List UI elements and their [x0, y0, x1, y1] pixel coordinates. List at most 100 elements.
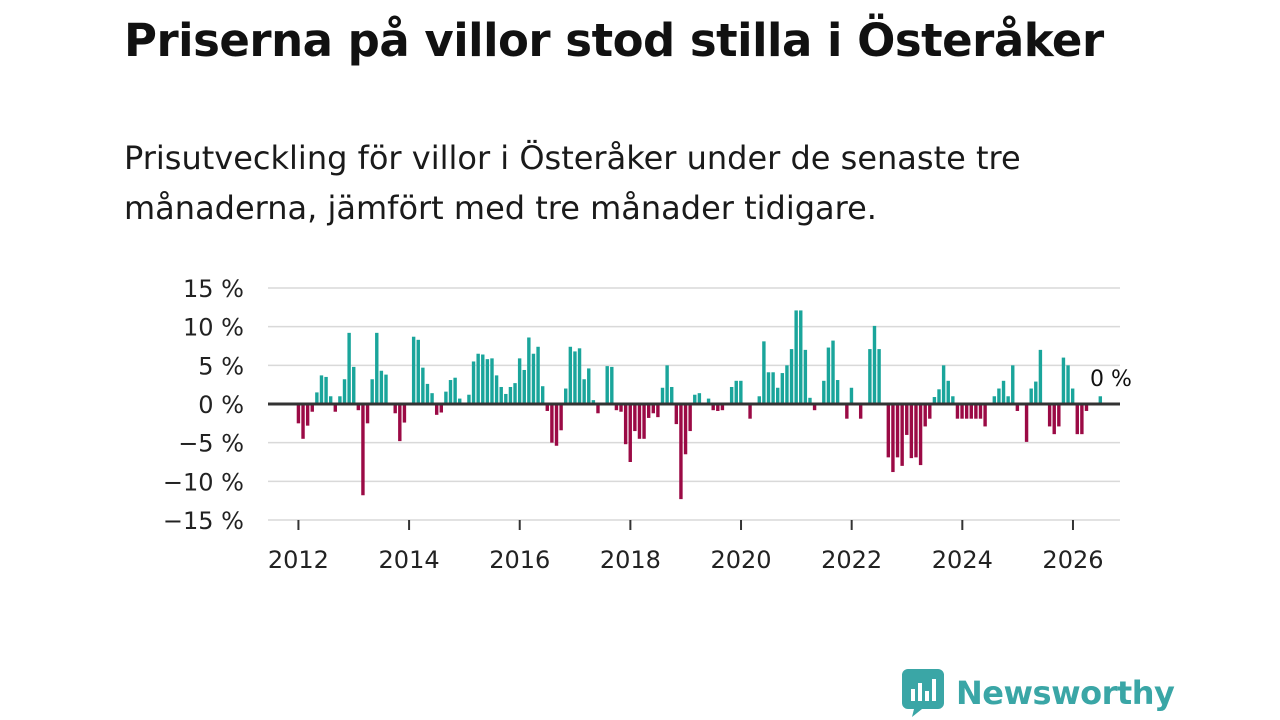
bar — [656, 404, 660, 418]
x-tick-label: 2012 — [268, 546, 329, 574]
bar — [554, 404, 559, 446]
bar — [780, 373, 785, 404]
x-tick-label: 2022 — [821, 546, 882, 574]
bar — [384, 374, 388, 404]
bar — [301, 404, 305, 439]
bar — [1057, 404, 1061, 427]
bar — [352, 366, 356, 404]
bar — [582, 379, 586, 404]
bar — [799, 310, 803, 404]
bar — [642, 404, 646, 439]
y-tick-label: −10 % — [163, 468, 244, 496]
y-tick-label: 5 % — [198, 352, 244, 380]
bar — [923, 404, 927, 427]
bar — [905, 404, 909, 435]
bar — [964, 404, 969, 419]
bar — [983, 404, 987, 427]
bar — [808, 397, 812, 404]
bar — [729, 386, 734, 404]
bar — [716, 404, 720, 411]
bar — [490, 358, 494, 404]
bar — [651, 404, 655, 414]
y-tick-label: 10 % — [183, 314, 244, 342]
bar — [1011, 365, 1015, 404]
bar — [398, 404, 402, 442]
bar — [324, 376, 328, 404]
bar — [812, 404, 817, 411]
bar — [444, 391, 448, 404]
bar — [564, 388, 568, 404]
bar — [614, 404, 619, 411]
bar — [596, 404, 600, 414]
bar — [425, 383, 430, 404]
bar — [434, 404, 439, 415]
bar — [849, 387, 854, 404]
bar — [577, 348, 582, 404]
bar — [835, 380, 840, 404]
bar — [858, 404, 863, 419]
bar — [785, 365, 789, 404]
bar — [720, 404, 725, 411]
bar — [342, 379, 347, 404]
bar — [868, 349, 872, 404]
bar — [665, 365, 669, 404]
y-tick-label: 15 % — [183, 275, 244, 303]
bar — [1034, 381, 1038, 404]
bar — [430, 393, 434, 404]
bar — [646, 404, 651, 418]
bar — [610, 366, 614, 404]
bar — [421, 367, 425, 404]
bar — [494, 375, 499, 404]
bar — [891, 404, 895, 473]
bar — [941, 365, 946, 404]
x-tick-label: 2018 — [600, 546, 661, 574]
bar — [338, 396, 342, 404]
bar — [1061, 357, 1066, 404]
bar — [1029, 388, 1033, 404]
bar — [448, 380, 453, 404]
bar — [789, 349, 794, 404]
bar — [540, 386, 545, 404]
bar — [826, 347, 831, 404]
grid-layer — [268, 287, 1120, 521]
bar — [928, 404, 932, 419]
y-tick-label: −5 % — [178, 430, 244, 458]
bar — [499, 386, 503, 404]
bar — [328, 396, 333, 404]
bar — [356, 404, 361, 411]
bar — [886, 404, 891, 458]
bar — [481, 354, 485, 404]
bar — [623, 404, 628, 445]
bar — [517, 358, 522, 404]
bar — [670, 386, 674, 404]
bar — [969, 404, 973, 419]
bar — [315, 392, 319, 404]
bar — [347, 332, 351, 404]
bar — [365, 404, 370, 424]
x-tick-label: 2024 — [932, 546, 993, 574]
bar-layer — [296, 310, 1103, 500]
bar — [333, 404, 337, 412]
bar — [370, 379, 374, 404]
bar — [803, 349, 808, 404]
bar — [1080, 404, 1084, 435]
x-tick-label: 2026 — [1042, 546, 1103, 574]
bar — [697, 393, 702, 404]
bar — [550, 404, 554, 443]
bar — [1038, 349, 1043, 404]
bar — [1075, 404, 1079, 435]
bar — [375, 332, 379, 404]
bar — [1015, 404, 1020, 411]
bar — [527, 337, 531, 404]
bar — [951, 396, 955, 404]
bar — [895, 404, 900, 458]
latest-value-label: 0 % — [1090, 367, 1132, 392]
bar — [992, 396, 997, 404]
bar — [872, 325, 877, 404]
bar — [674, 404, 679, 425]
bar — [937, 389, 941, 404]
bar — [319, 375, 324, 404]
bar — [688, 404, 692, 432]
bar — [587, 368, 591, 404]
bar — [453, 377, 457, 404]
